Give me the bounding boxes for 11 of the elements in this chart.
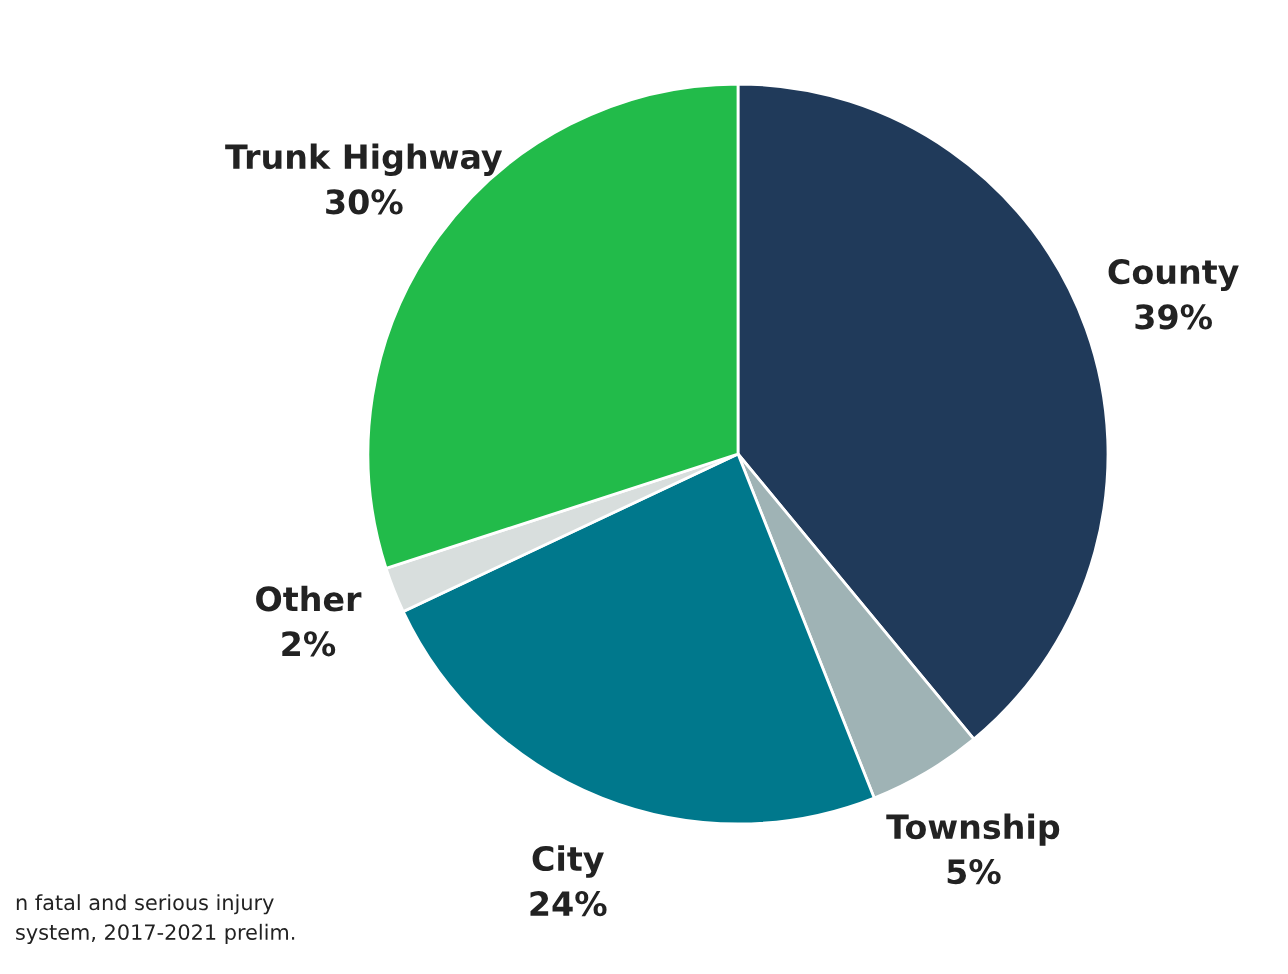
data-label: 24%: [530, 891, 607, 917]
data-label: 39%: [1135, 304, 1212, 330]
slice-label: County: [1108, 259, 1239, 291]
slice-label: City: [532, 845, 604, 878]
data-label: 30%: [326, 189, 403, 215]
text: n fatal and serious injury system, 2017-2021 prelim.: [16, 894, 295, 944]
data-label: 2%: [282, 631, 336, 657]
slice-label: Township: [886, 813, 1060, 846]
data-label: 5%: [947, 859, 1001, 885]
slice-label: Trunk Highway: [225, 143, 503, 176]
slice-label: Other: [256, 585, 362, 612]
